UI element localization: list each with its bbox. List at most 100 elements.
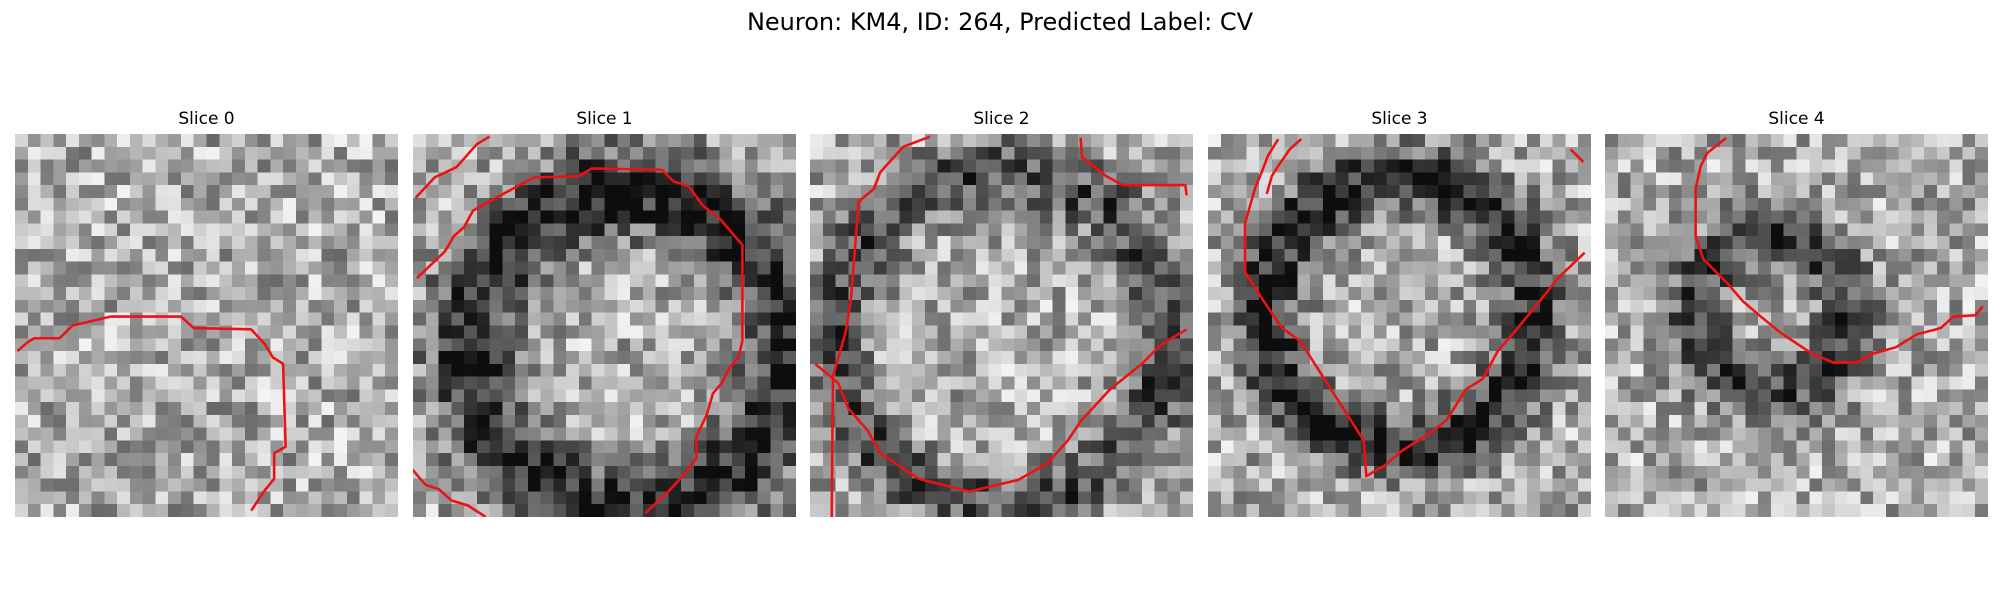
pixel xyxy=(257,351,271,365)
pixel xyxy=(1898,363,1912,377)
pixel xyxy=(91,248,105,262)
pixel xyxy=(950,453,964,467)
pixel xyxy=(1605,427,1619,441)
pixel xyxy=(1783,312,1797,326)
pixel xyxy=(1860,504,1874,517)
pixel xyxy=(27,210,41,224)
pixel xyxy=(1141,427,1155,441)
pixel xyxy=(1399,287,1413,301)
pixel xyxy=(899,172,913,186)
pixel xyxy=(655,185,669,199)
pixel xyxy=(1014,363,1028,377)
pixel xyxy=(1643,248,1657,262)
pixel xyxy=(346,274,360,288)
pixel xyxy=(1052,261,1066,275)
pixel xyxy=(168,325,182,339)
pixel xyxy=(155,134,169,148)
pixel xyxy=(630,197,644,211)
pixel xyxy=(1425,210,1439,224)
pixel xyxy=(744,274,758,288)
pixel xyxy=(193,172,207,186)
pixel xyxy=(770,325,784,339)
pixel xyxy=(1348,312,1362,326)
pixel xyxy=(438,197,452,211)
pixel xyxy=(1936,376,1950,390)
pixel xyxy=(630,351,644,365)
pixel xyxy=(861,287,875,301)
pixel xyxy=(1578,402,1591,416)
slice-panel-0: Slice 0 xyxy=(15,108,398,517)
pixel xyxy=(1847,478,1861,492)
pixel xyxy=(244,351,258,365)
pixel xyxy=(244,197,258,211)
pixel xyxy=(1514,440,1528,454)
pixel xyxy=(385,414,398,428)
pixel xyxy=(372,491,386,505)
pixel xyxy=(334,210,348,224)
pixel xyxy=(681,478,695,492)
pixel xyxy=(1476,134,1490,148)
pixel xyxy=(476,453,490,467)
pixel xyxy=(53,146,67,160)
pixel xyxy=(1180,159,1193,173)
pixel xyxy=(438,465,452,479)
pixel xyxy=(1450,351,1464,365)
pixel xyxy=(1399,478,1413,492)
pixel xyxy=(578,351,592,365)
pixel xyxy=(835,299,849,313)
pixel xyxy=(1208,248,1222,262)
pixel xyxy=(912,351,926,365)
pixel xyxy=(1463,478,1477,492)
pixel xyxy=(1297,376,1311,390)
pixel xyxy=(744,185,758,199)
pixel xyxy=(937,274,951,288)
pixel xyxy=(1783,261,1797,275)
pixel xyxy=(1039,185,1053,199)
pixel xyxy=(1643,363,1657,377)
pixel xyxy=(15,351,29,365)
pixel xyxy=(206,274,220,288)
pixel xyxy=(1116,287,1130,301)
pixel xyxy=(1630,146,1644,160)
pixel xyxy=(1039,274,1053,288)
pixel xyxy=(1936,363,1950,377)
pixel xyxy=(1694,351,1708,365)
pixel xyxy=(257,185,271,199)
pixel xyxy=(117,261,131,275)
pixel xyxy=(1284,261,1298,275)
pixel xyxy=(1873,427,1887,441)
pixel xyxy=(770,504,784,517)
pixel xyxy=(1437,287,1451,301)
pixel xyxy=(1425,312,1439,326)
pixel xyxy=(1975,414,1988,428)
pixel xyxy=(117,185,131,199)
pixel xyxy=(1027,287,1041,301)
pixel xyxy=(1630,134,1644,148)
pixel xyxy=(451,465,465,479)
pixel xyxy=(591,236,605,250)
pixel xyxy=(1796,172,1810,186)
pixel xyxy=(1065,325,1079,339)
pixel xyxy=(1297,287,1311,301)
pixel xyxy=(1141,146,1155,160)
pixel xyxy=(757,491,771,505)
pixel xyxy=(1796,299,1810,313)
pixel xyxy=(425,453,439,467)
pixel xyxy=(1154,440,1168,454)
pixel xyxy=(219,453,233,467)
pixel xyxy=(1297,210,1311,224)
pixel xyxy=(770,427,784,441)
pixel xyxy=(451,478,465,492)
pixel xyxy=(668,325,682,339)
pixel xyxy=(1758,414,1772,428)
pixel xyxy=(1246,414,1260,428)
pixel xyxy=(1860,440,1874,454)
pixel xyxy=(757,146,771,160)
pixel xyxy=(359,491,373,505)
pixel xyxy=(1681,402,1695,416)
pixel xyxy=(438,363,452,377)
pixel xyxy=(706,236,720,250)
pixel xyxy=(66,197,80,211)
pixel xyxy=(476,440,490,454)
pixel xyxy=(1310,223,1324,237)
